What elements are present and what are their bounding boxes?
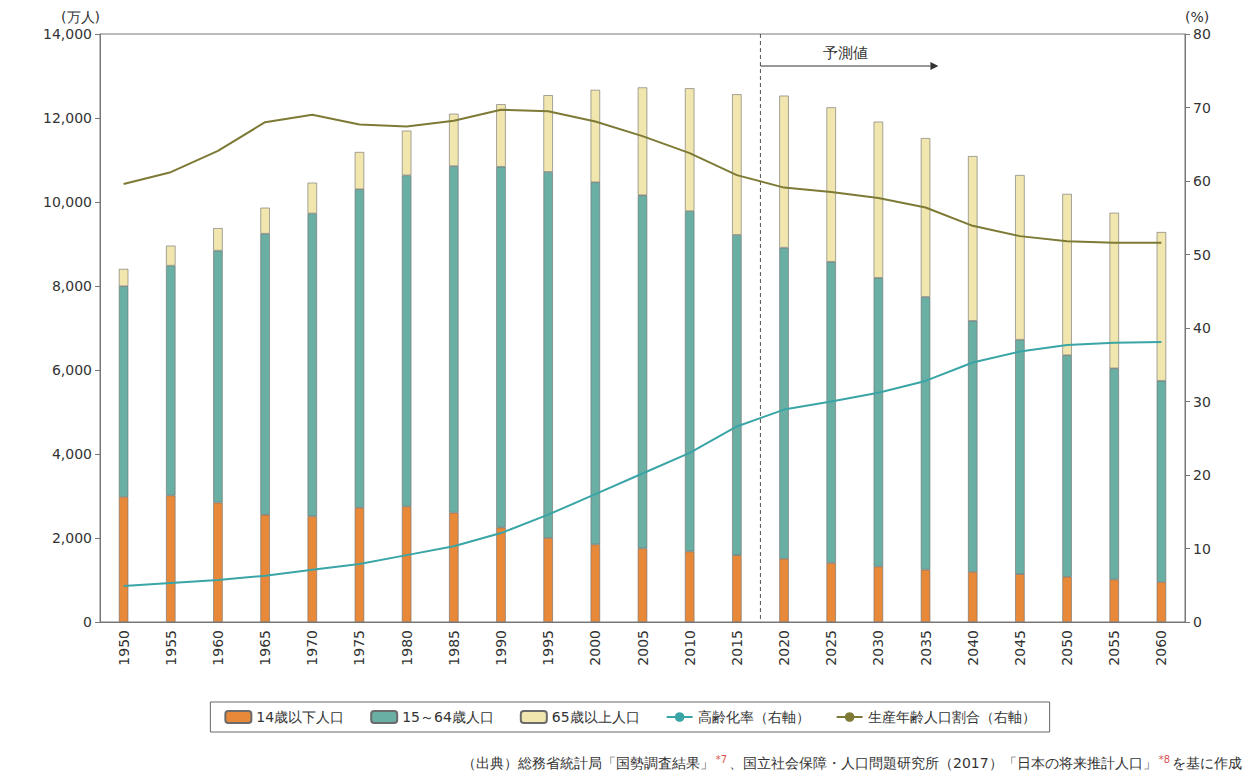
svg-text:20: 20 bbox=[1193, 467, 1211, 483]
svg-text:2060: 2060 bbox=[1153, 630, 1169, 666]
svg-text:(万人): (万人) bbox=[61, 9, 100, 25]
svg-text:10: 10 bbox=[1193, 541, 1211, 557]
svg-text:2010: 2010 bbox=[682, 630, 698, 666]
svg-text:6,000: 6,000 bbox=[52, 362, 92, 378]
svg-text:2045: 2045 bbox=[1012, 630, 1028, 666]
svg-text:*8: *8 bbox=[1159, 754, 1170, 765]
svg-text:1980: 1980 bbox=[399, 630, 415, 666]
svg-text:65歳以上人口: 65歳以上人口 bbox=[552, 709, 640, 725]
svg-text:1985: 1985 bbox=[446, 630, 462, 666]
svg-text:4,000: 4,000 bbox=[52, 446, 92, 462]
svg-text:1975: 1975 bbox=[351, 630, 367, 666]
svg-text:予測値: 予測値 bbox=[823, 44, 868, 62]
svg-text:15～64歳人口: 15～64歳人口 bbox=[402, 709, 494, 725]
svg-text:10,000: 10,000 bbox=[43, 194, 92, 210]
svg-text:2020: 2020 bbox=[776, 630, 792, 666]
svg-text:8,000: 8,000 bbox=[52, 278, 92, 294]
svg-text:2015: 2015 bbox=[729, 630, 745, 666]
svg-text:2055: 2055 bbox=[1106, 630, 1122, 666]
svg-text:2005: 2005 bbox=[635, 630, 651, 666]
svg-text:12,000: 12,000 bbox=[43, 110, 92, 126]
svg-text:80: 80 bbox=[1193, 26, 1211, 42]
svg-text:(%): (%) bbox=[1185, 9, 1209, 25]
svg-text:高齢化率（右軸）: 高齢化率（右軸） bbox=[698, 709, 810, 725]
svg-text:1990: 1990 bbox=[493, 630, 509, 666]
svg-text:40: 40 bbox=[1193, 320, 1211, 336]
svg-text:2000: 2000 bbox=[587, 630, 603, 666]
svg-text:70: 70 bbox=[1193, 100, 1211, 116]
svg-text:2040: 2040 bbox=[965, 630, 981, 666]
svg-text:1955: 1955 bbox=[163, 630, 179, 666]
svg-text:2025: 2025 bbox=[823, 630, 839, 666]
svg-text:0: 0 bbox=[1193, 614, 1202, 630]
svg-text:*7: *7 bbox=[716, 754, 727, 765]
svg-text:を基に作成: を基に作成 bbox=[1172, 755, 1242, 771]
svg-text:50: 50 bbox=[1193, 247, 1211, 263]
svg-text:0: 0 bbox=[83, 614, 92, 630]
svg-text:2050: 2050 bbox=[1059, 630, 1075, 666]
svg-text:14,000: 14,000 bbox=[43, 26, 92, 42]
svg-text:2,000: 2,000 bbox=[52, 530, 92, 546]
svg-text:60: 60 bbox=[1193, 173, 1211, 189]
svg-text:2030: 2030 bbox=[870, 630, 886, 666]
svg-text:生産年齢人口割合（右軸）: 生産年齢人口割合（右軸） bbox=[868, 709, 1036, 725]
svg-text:2035: 2035 bbox=[918, 630, 934, 666]
svg-text:1995: 1995 bbox=[540, 630, 556, 666]
svg-text:1960: 1960 bbox=[210, 630, 226, 666]
svg-text:1970: 1970 bbox=[304, 630, 320, 666]
svg-text:14歳以下人口: 14歳以下人口 bbox=[256, 709, 344, 725]
svg-text:30: 30 bbox=[1193, 394, 1211, 410]
svg-text:、国立社会保障・人口問題研究所（2017）「日本の将来推計人: 、国立社会保障・人口問題研究所（2017）「日本の将来推計人口」 bbox=[729, 755, 1157, 771]
svg-text:（出典）総務省統計局「国勢調査結果」: （出典）総務省統計局「国勢調査結果」 bbox=[462, 755, 714, 771]
svg-text:1950: 1950 bbox=[116, 630, 132, 666]
svg-text:1965: 1965 bbox=[257, 630, 273, 666]
